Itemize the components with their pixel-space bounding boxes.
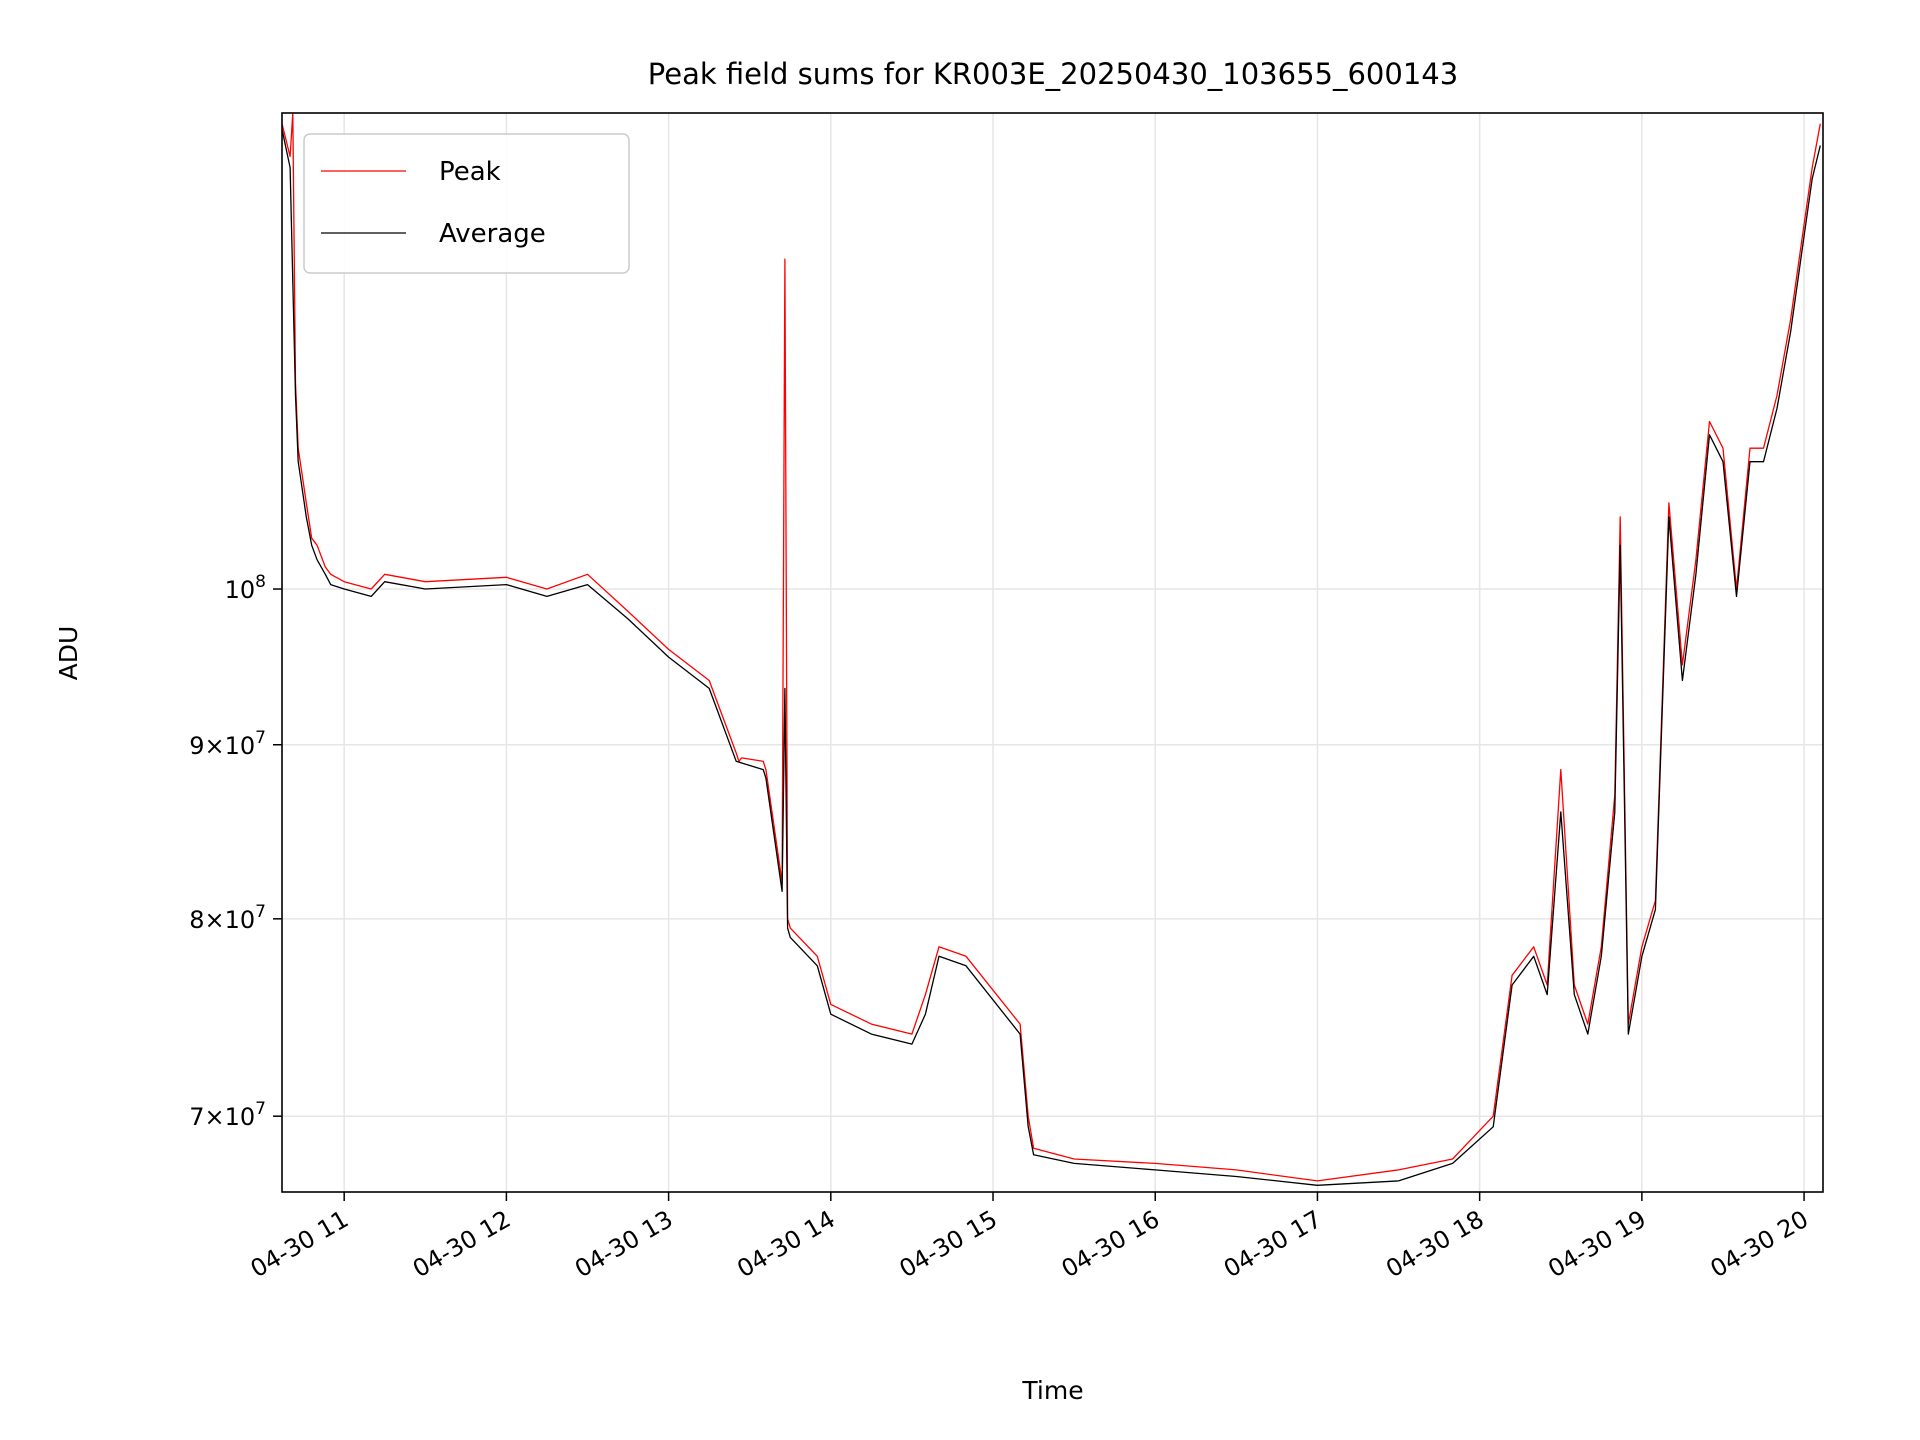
series-peak-line (281, 112, 1821, 1182)
x-axis-label: Time (1021, 1376, 1083, 1405)
y-tick-mantissa: 7 (189, 1103, 204, 1131)
y-tick-times: × (205, 906, 225, 934)
legend-box (303, 133, 630, 274)
y-tick-label: 108 (225, 572, 266, 604)
series-average-line (281, 129, 1821, 1186)
legend: Peak Average (303, 133, 630, 274)
legend-average-label: Average (439, 219, 546, 249)
y-tick-times: × (205, 1103, 225, 1131)
y-tick-exponent: 7 (255, 728, 266, 748)
y-axis-label: ADU (54, 626, 83, 681)
y-tick-times: × (205, 732, 225, 760)
plot-area (281, 112, 1821, 1186)
y-tick-mantissa: 8 (189, 906, 204, 934)
y-tick-base: 10 (225, 906, 256, 934)
grid (282, 113, 1823, 1192)
y-tick-exponent: 7 (255, 902, 266, 922)
chart-title: Peak field sums for KR003E_20250430_1036… (648, 57, 1458, 91)
y-tick-label: 9×107 (189, 728, 266, 760)
y-tick-exponent: 7 (255, 1099, 266, 1119)
y-tick-base: 10 (225, 732, 256, 760)
plot-frame (281, 112, 1824, 1193)
y-tick-label: 8×107 (189, 902, 266, 934)
y-tick-base: 10 (225, 1103, 256, 1131)
legend-peak-label: Peak (439, 157, 501, 187)
y-tick-exponent: 8 (255, 572, 266, 592)
y-tick-label: 7×107 (189, 1099, 266, 1131)
y-tick-base: 10 (225, 576, 256, 604)
y-tick-mantissa: 9 (189, 732, 204, 760)
